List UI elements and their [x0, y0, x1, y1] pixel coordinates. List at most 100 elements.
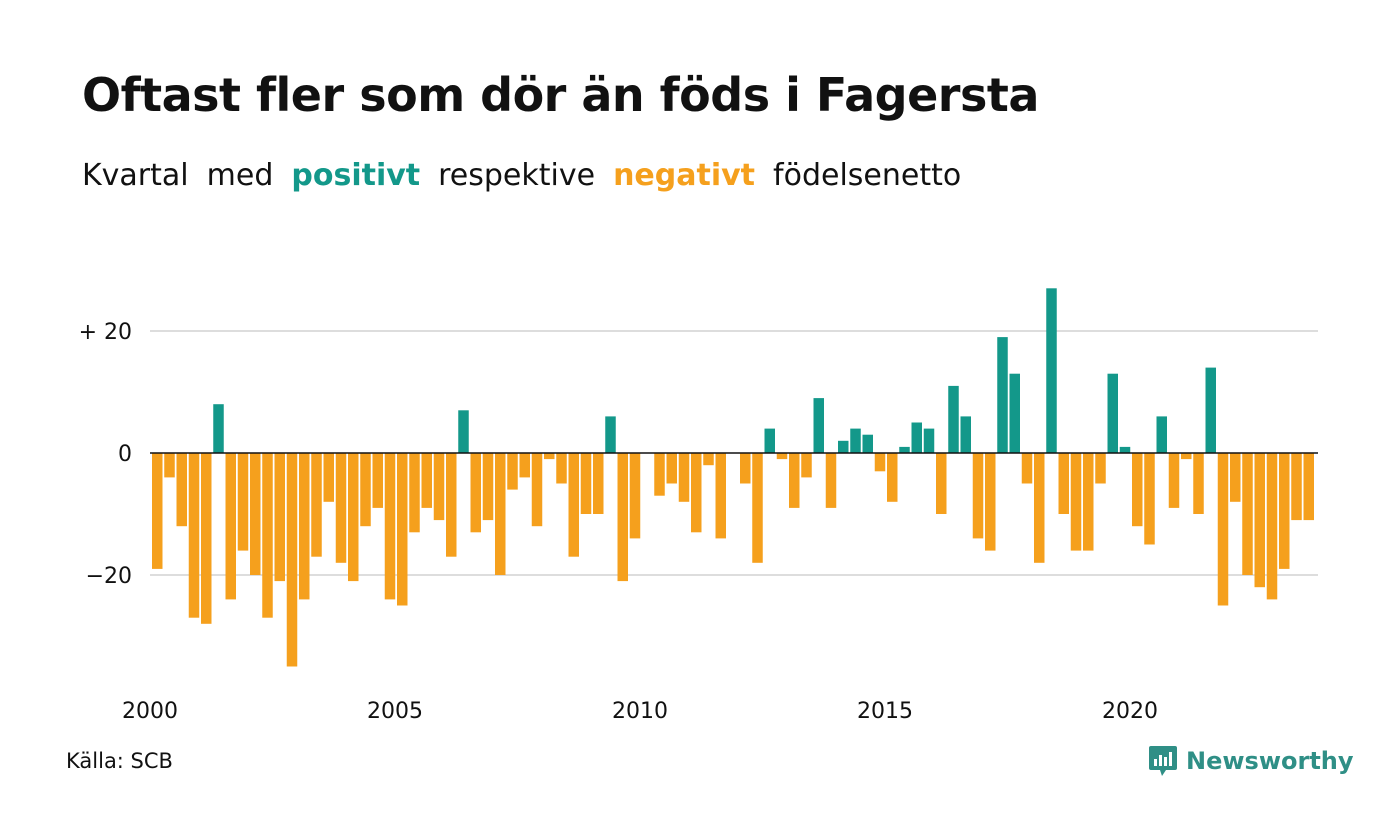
bar-chart: + 20 0 −20 2000 2005 2010 2015 2020 [79, 288, 1318, 724]
bar-negative [703, 453, 714, 466]
bar-negative [776, 453, 788, 460]
bar-negative [176, 453, 187, 527]
bar-positive [213, 404, 224, 453]
bar-negative [1254, 453, 1265, 588]
x-tick-label: 2015 [857, 699, 913, 724]
bar-negative [1230, 453, 1241, 502]
bar-negative [593, 453, 604, 514]
y-tick-label: −20 [86, 564, 132, 589]
source-note: Källa: SCB [66, 749, 173, 773]
bar-negative [482, 453, 494, 521]
grid-lines [150, 330, 1318, 576]
bar-negative [874, 453, 886, 472]
chart-subtitle: Kvartal med positivt respektive negativt föde… [82, 158, 979, 193]
bar-negative [1083, 453, 1094, 551]
bar-negative [421, 453, 432, 508]
bar-negative [580, 453, 592, 514]
bar-positive [838, 440, 849, 453]
bar-negative [225, 453, 236, 600]
bar-negative [1303, 453, 1314, 521]
bar-negative [1193, 453, 1204, 514]
x-tick-label: 2005 [367, 699, 423, 724]
bar-positive [1107, 373, 1118, 453]
bar-positive [911, 422, 922, 453]
brand-name: Newsworthy [1186, 747, 1354, 775]
bar-negative [740, 453, 751, 484]
bar-positive [948, 385, 959, 453]
bar-negative [1217, 453, 1229, 606]
bar-negative [936, 453, 947, 514]
bar-negative [1132, 453, 1143, 527]
bar-negative [972, 453, 984, 539]
bar-negative [1242, 453, 1253, 575]
bar-negative [789, 453, 800, 508]
bar-negative [286, 453, 298, 667]
bar-negative [1181, 453, 1192, 460]
bar-negative [1168, 453, 1180, 508]
bar-negative [360, 453, 371, 527]
chart-title: Oftast fler som dör än föds i Fagersta [82, 68, 1039, 122]
subtitle-word: födelsenetto [773, 158, 962, 193]
subtitle-word: med [206, 158, 274, 193]
bar-negative [801, 453, 812, 478]
bar-positive [458, 410, 469, 453]
bar-negative [311, 453, 322, 557]
bar-positive [960, 416, 971, 453]
x-axis-labels: 2000 2005 2010 2015 2020 [122, 699, 1158, 724]
bar-negative [323, 453, 334, 502]
bar-negative [825, 453, 837, 508]
bar-negative [715, 453, 726, 539]
bar-negative [237, 453, 249, 551]
bar-negative [531, 453, 543, 527]
bar-negative [164, 453, 175, 478]
bars [152, 288, 1314, 667]
bar-negative [274, 453, 285, 582]
bar-negative [1279, 453, 1290, 569]
bar-positive [1009, 373, 1020, 453]
x-tick-label: 2000 [122, 699, 178, 724]
bar-negative [1095, 453, 1106, 484]
bar-negative [152, 453, 163, 569]
bar-positive [899, 446, 910, 453]
bar-negative [335, 453, 347, 563]
bar-negative [629, 453, 641, 539]
bar-negative [262, 453, 273, 618]
y-tick-label: + 20 [79, 320, 132, 345]
bar-negative [470, 453, 481, 533]
bar-negative [1058, 453, 1069, 514]
bar-negative [887, 453, 898, 502]
bar-negative [654, 453, 665, 496]
bar-negative [201, 453, 212, 624]
y-tick-label: 0 [118, 442, 132, 467]
bar-negative [409, 453, 420, 533]
bar-positive [1046, 288, 1057, 453]
bar-negative [752, 453, 763, 563]
bar-negative [507, 453, 518, 490]
subtitle-word: Kvartal [82, 158, 189, 193]
bar-negative [1034, 453, 1045, 563]
bar-negative [188, 453, 200, 618]
bar-positive [1205, 367, 1216, 453]
bar-negative [446, 453, 457, 557]
subtitle-positive-label: positivt [291, 158, 421, 193]
bar-negative [519, 453, 530, 478]
bar-negative [1021, 453, 1033, 484]
bar-negative [384, 453, 396, 600]
bar-negative [691, 453, 702, 533]
subtitle-word: respektive [438, 158, 596, 193]
newsworthy-logo-icon [1149, 746, 1177, 776]
bar-negative [678, 453, 690, 502]
y-axis-labels: + 20 0 −20 [79, 320, 132, 589]
bar-positive [813, 398, 824, 453]
bar-negative [666, 453, 677, 484]
bar-negative [1291, 453, 1302, 521]
bar-negative [617, 453, 628, 582]
bar-negative [433, 453, 445, 521]
bar-positive [923, 428, 935, 453]
bar-negative [299, 453, 310, 600]
bar-positive [850, 428, 861, 453]
bar-negative [985, 453, 996, 551]
subtitle-negative-label: negativt [613, 158, 756, 193]
brand-logo[interactable]: Newsworthy [1148, 744, 1354, 778]
x-tick-label: 2020 [1102, 699, 1158, 724]
